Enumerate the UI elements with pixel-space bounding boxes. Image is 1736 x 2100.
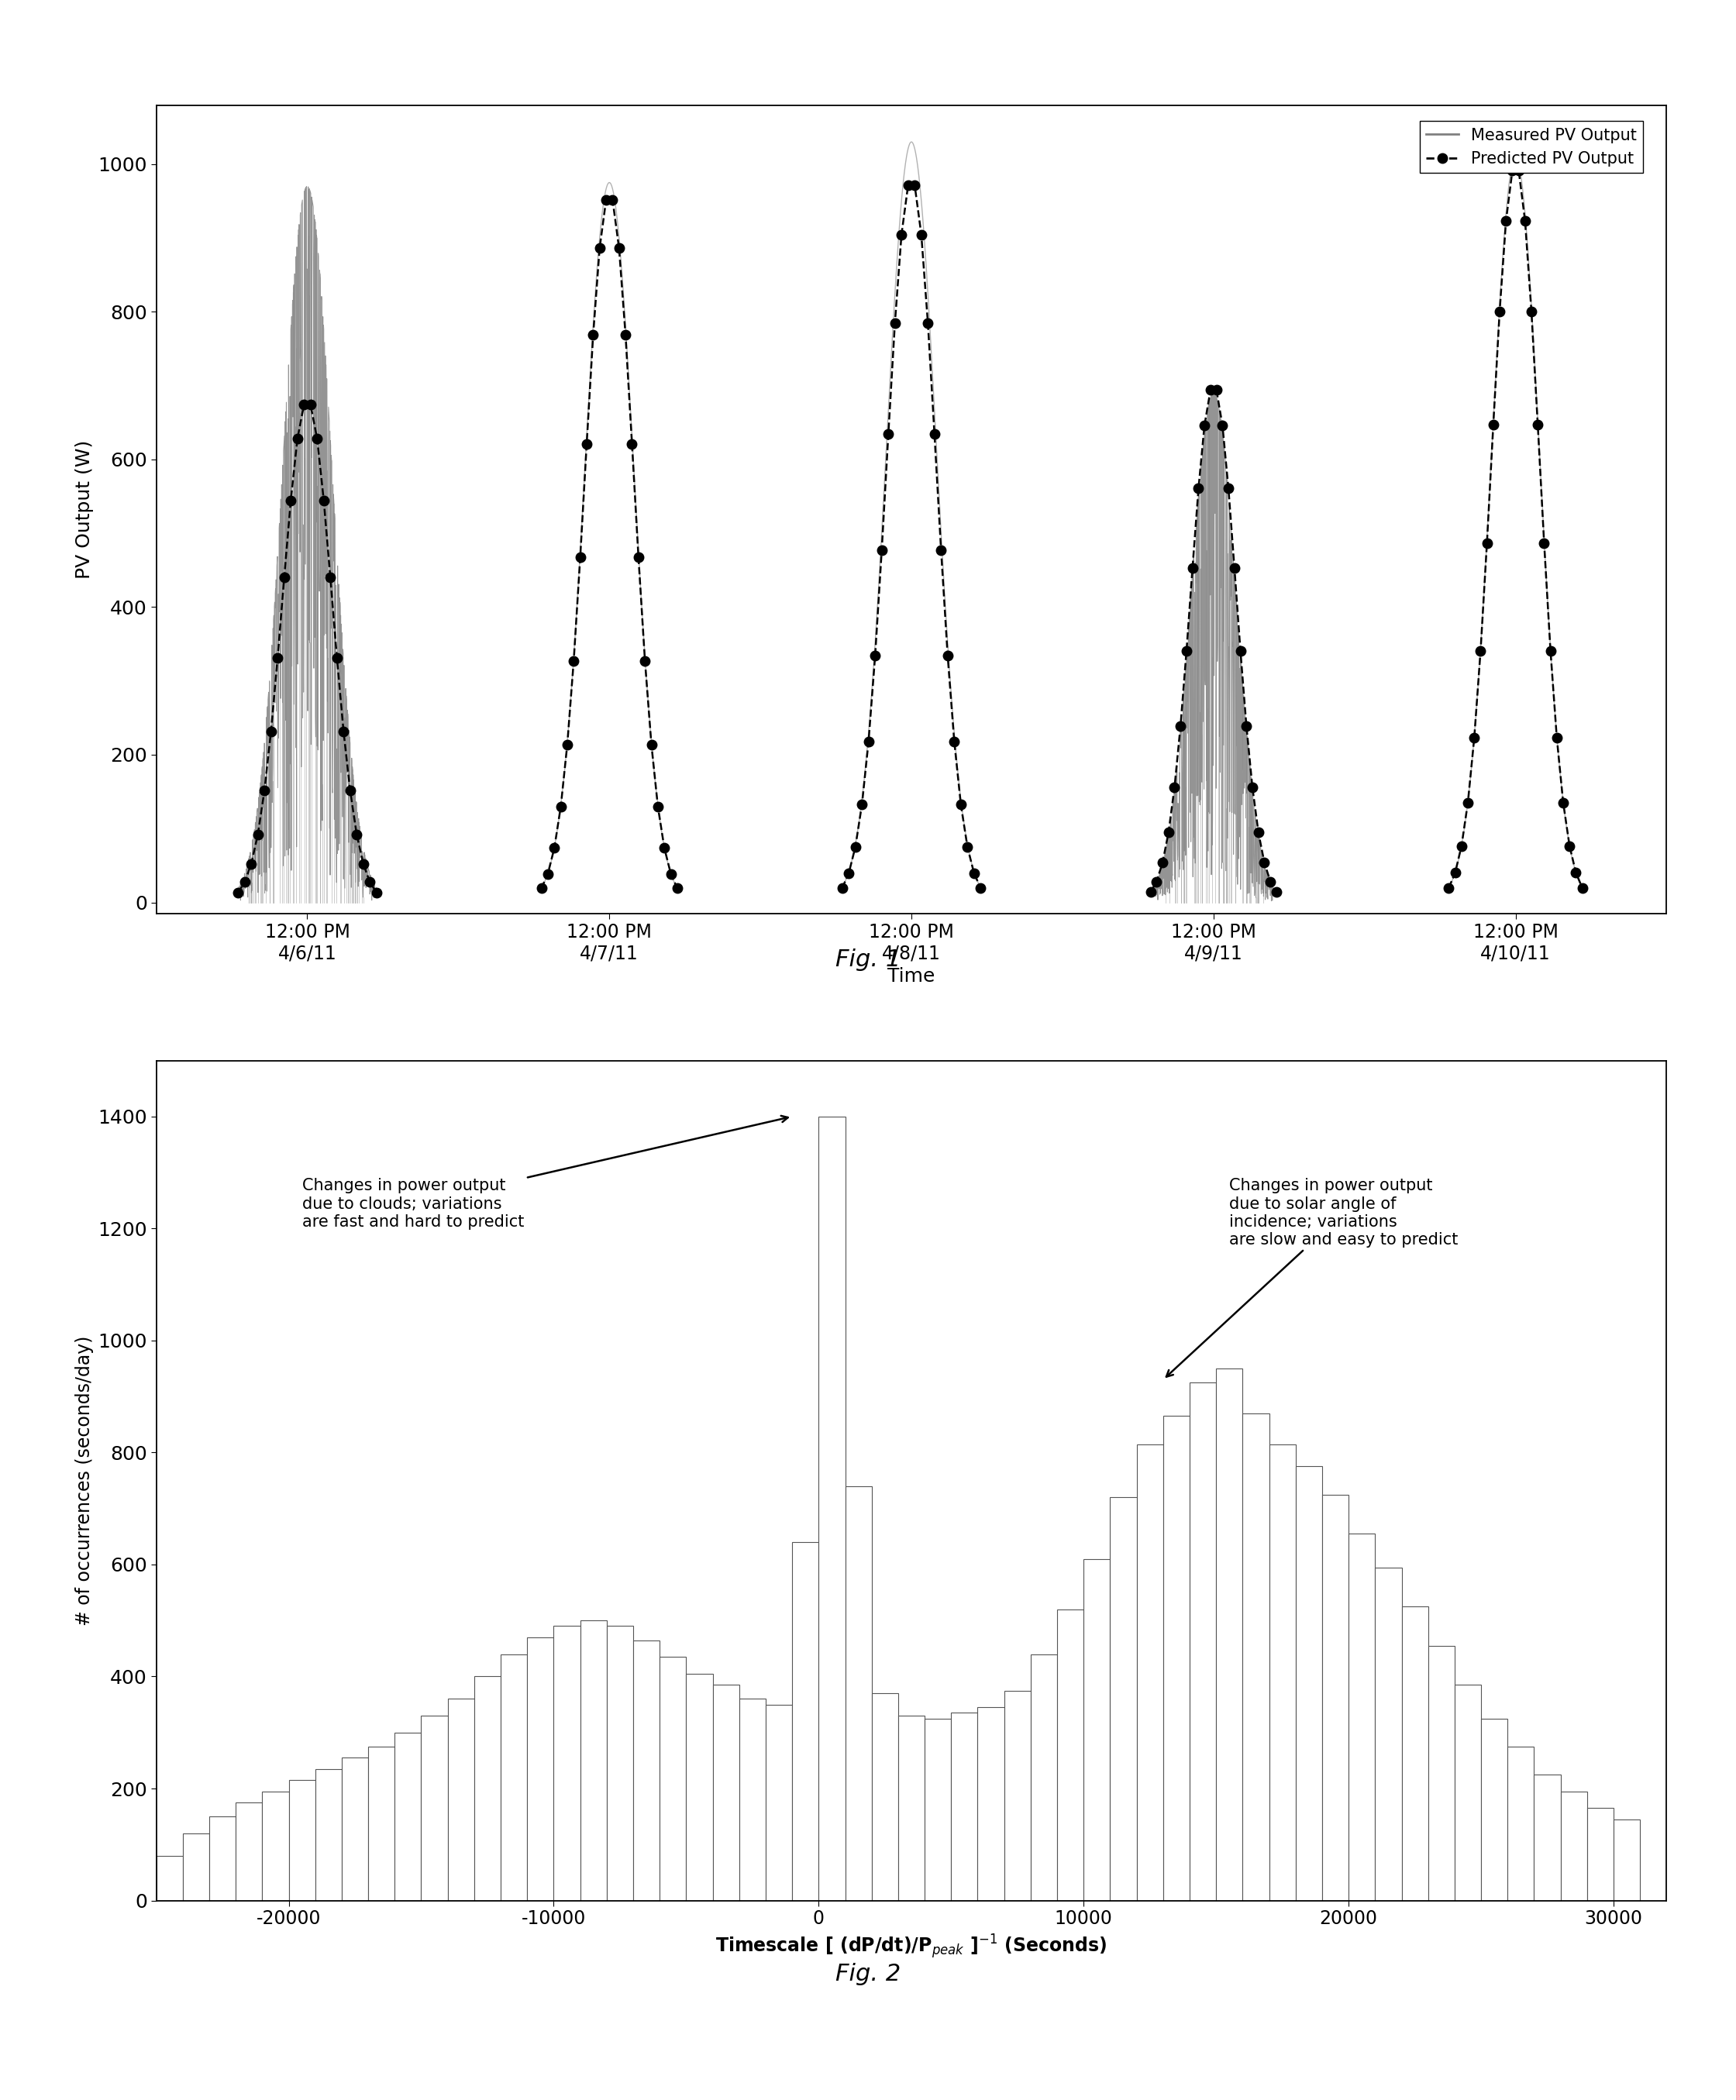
- Text: Fig. 1: Fig. 1: [835, 949, 901, 970]
- Bar: [1587, 1808, 1613, 1901]
- Bar: [1455, 1684, 1481, 1901]
- Bar: [368, 1747, 394, 1901]
- Bar: [1031, 1655, 1057, 1901]
- Bar: [554, 1625, 580, 1901]
- Bar: [262, 1791, 288, 1901]
- Bar: [1109, 1497, 1137, 1901]
- Bar: [740, 1699, 766, 1901]
- Bar: [1401, 1607, 1429, 1901]
- Bar: [500, 1655, 528, 1901]
- Text: Changes in power output
due to clouds; variations
are fast and hard to predict: Changes in power output due to clouds; v…: [302, 1115, 788, 1231]
- Bar: [1243, 1413, 1269, 1901]
- Bar: [1323, 1495, 1349, 1901]
- Bar: [1295, 1466, 1323, 1901]
- Bar: [1561, 1791, 1587, 1901]
- Bar: [1057, 1609, 1083, 1901]
- Bar: [1137, 1445, 1163, 1901]
- Bar: [580, 1621, 606, 1900]
- Bar: [660, 1657, 686, 1901]
- Bar: [394, 1733, 422, 1901]
- Bar: [951, 1714, 977, 1900]
- Bar: [792, 1541, 819, 1901]
- Bar: [713, 1684, 740, 1901]
- Bar: [528, 1638, 554, 1901]
- Bar: [766, 1705, 792, 1900]
- Bar: [342, 1758, 368, 1901]
- Bar: [448, 1699, 474, 1901]
- Text: Changes in power output
due to solar angle of
incidence; variations
are slow and: Changes in power output due to solar ang…: [1167, 1178, 1458, 1378]
- Bar: [871, 1693, 898, 1901]
- Bar: [316, 1768, 342, 1900]
- Bar: [236, 1802, 262, 1901]
- Bar: [1217, 1369, 1243, 1901]
- Y-axis label: PV Output (W): PV Output (W): [75, 439, 94, 580]
- Text: Fig. 2: Fig. 2: [835, 1964, 901, 1985]
- Bar: [210, 1817, 236, 1901]
- X-axis label: Timescale [ (dP/dt)/P$_{peak}$ ]$^{-1}$ (Seconds): Timescale [ (dP/dt)/P$_{peak}$ ]$^{-1}$ …: [715, 1932, 1108, 1961]
- Bar: [1083, 1558, 1109, 1901]
- Bar: [977, 1707, 1003, 1901]
- Bar: [422, 1716, 448, 1900]
- Bar: [819, 1117, 845, 1901]
- Bar: [1613, 1819, 1641, 1901]
- Bar: [288, 1781, 316, 1901]
- Legend: Measured PV Output, Predicted PV Output: Measured PV Output, Predicted PV Output: [1420, 122, 1644, 172]
- Bar: [1003, 1691, 1031, 1901]
- Bar: [1481, 1718, 1507, 1901]
- Y-axis label: # of occurrences (seconds/day): # of occurrences (seconds/day): [75, 1336, 94, 1625]
- Bar: [1375, 1567, 1401, 1901]
- Bar: [474, 1676, 500, 1900]
- Bar: [606, 1625, 634, 1901]
- Bar: [925, 1718, 951, 1901]
- Bar: [182, 1833, 210, 1901]
- Bar: [1163, 1415, 1189, 1901]
- X-axis label: Time: Time: [887, 968, 936, 985]
- Bar: [1349, 1533, 1375, 1901]
- Bar: [1507, 1747, 1535, 1901]
- Bar: [1269, 1445, 1295, 1901]
- Bar: [634, 1640, 660, 1901]
- Bar: [1189, 1382, 1217, 1901]
- Bar: [845, 1487, 871, 1901]
- Bar: [898, 1716, 925, 1900]
- Bar: [156, 1856, 182, 1900]
- Bar: [1535, 1774, 1561, 1901]
- Bar: [1429, 1646, 1455, 1900]
- Bar: [686, 1674, 713, 1900]
